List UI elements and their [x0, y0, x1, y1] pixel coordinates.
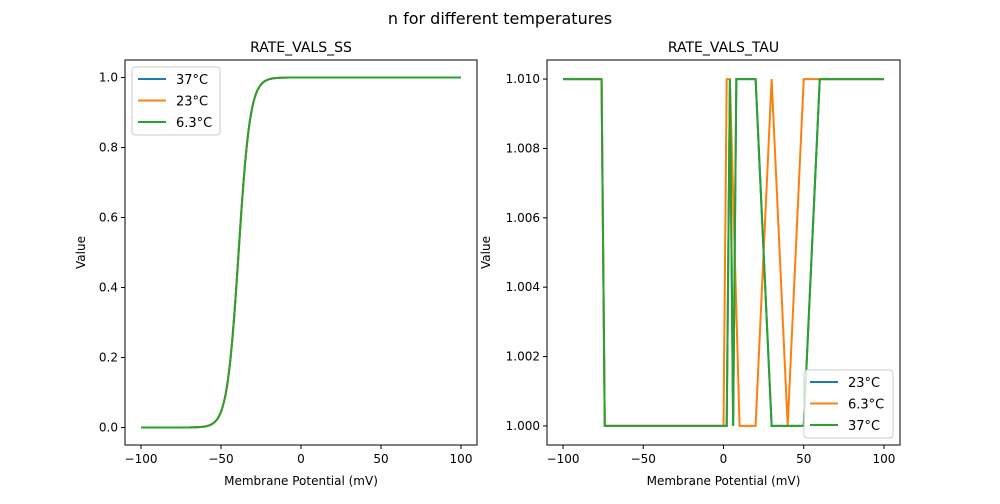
legend-label: 6.3°C: [176, 116, 212, 131]
y-tick-label: 1.004: [506, 280, 540, 294]
y-tick-label: 1.0: [99, 71, 118, 85]
subplot-2: −100 −50 0 50 100 1.000 1.002 1.004 1.006 1.008 1.…: [479, 40, 901, 488]
legend-label: 23°C: [848, 376, 880, 391]
subplot-1: −100 −50 0 50 100 0.0 0.2 0.4 0.6 0.8 1.0 RATE_VALS…: [74, 40, 478, 488]
legend: 23°C 6.3°C 37°C: [803, 369, 894, 439]
legend-label: 37°C: [176, 73, 208, 88]
legend: 37°C 23°C 6.3°C: [131, 66, 221, 136]
x-tick-label: −100: [547, 452, 580, 466]
subplot-title: RATE_VALS_TAU: [668, 40, 779, 56]
y-tick-label: 1.000: [506, 419, 540, 433]
x-tick-label: −100: [125, 452, 158, 466]
legend-label: 6.3°C: [848, 398, 884, 413]
series-line-6.3°C: [141, 76, 461, 429]
subplot-title: RATE_VALS_SS: [250, 40, 352, 56]
x-tick-label: 0: [720, 452, 728, 466]
x-tick-label: 50: [796, 452, 811, 466]
x-tick-label: 100: [450, 452, 473, 466]
y-axis-label: Value: [479, 236, 493, 269]
y-tick-label: 1.008: [506, 141, 540, 155]
x-axis-label: Membrane Potential (mV): [224, 474, 378, 488]
y-tick-label: 0.0: [99, 421, 118, 435]
y-tick-label: 1.010: [506, 72, 540, 86]
y-tick-label: 0.8: [99, 141, 118, 155]
y-axis-label: Value: [74, 236, 88, 269]
x-axis-label: Membrane Potential (mV): [647, 474, 801, 488]
y-tick-label: 0.2: [99, 351, 118, 365]
x-tick-label: 0: [297, 452, 305, 466]
y-tick-label: 1.002: [506, 350, 540, 364]
x-tick-label: 100: [873, 452, 896, 466]
x-tick-label: −50: [208, 452, 233, 466]
figure-suptitle: n for different temperatures: [388, 9, 612, 28]
y-tick-label: 0.4: [99, 281, 118, 295]
y-tick-label: 1.006: [506, 211, 540, 225]
x-tick-label: −50: [631, 452, 656, 466]
series-line-37°C: [563, 78, 884, 427]
legend-label: 37°C: [848, 419, 880, 434]
legend-label: 23°C: [176, 95, 208, 110]
x-tick-label: 50: [373, 452, 388, 466]
y-tick-label: 0.6: [99, 211, 118, 225]
